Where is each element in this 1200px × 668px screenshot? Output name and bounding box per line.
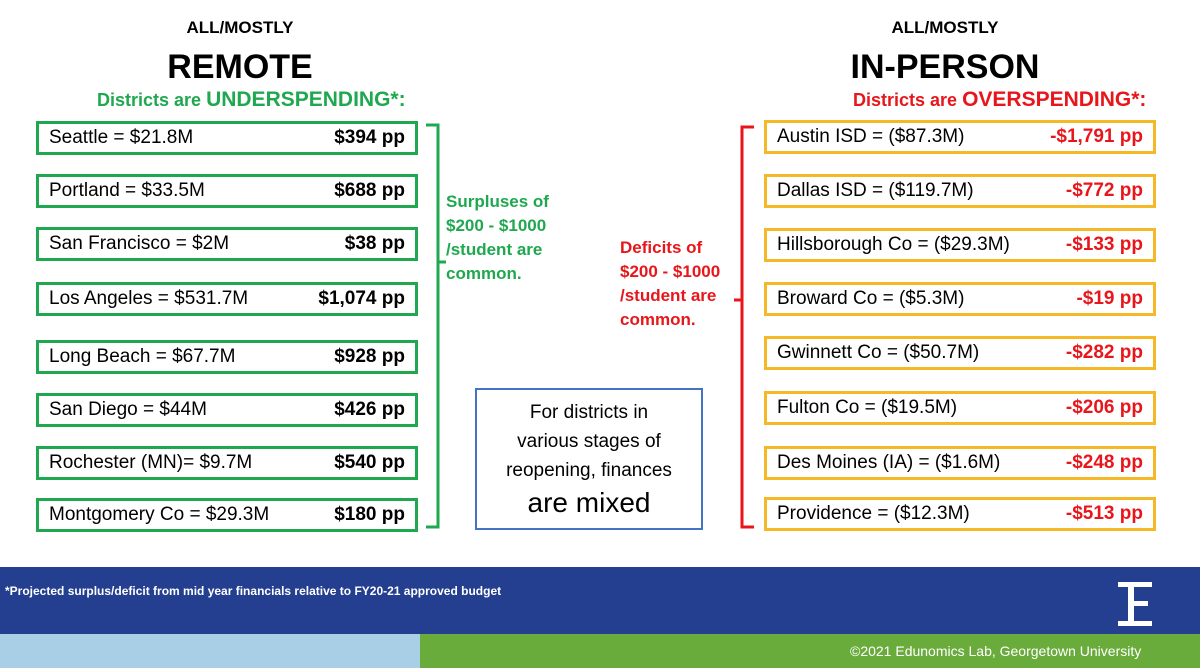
- district: Long Beach = $67.7M: [49, 346, 236, 367]
- per-pupil: -$282 pp: [1065, 342, 1143, 363]
- footer-strip: [0, 634, 420, 668]
- district-row: Long Beach = $67.7M $928 pp: [36, 340, 418, 374]
- note: Deficits of $200 - $1000/student are commo…: [620, 236, 720, 332]
- district: Montgomery Co = $29.3M: [49, 504, 270, 525]
- district-row: Montgomery Co = $29.3M $180 pp: [36, 498, 418, 532]
- per-pupil: $540 pp: [334, 452, 405, 473]
- per-pupil: -$19 pp: [1076, 288, 1143, 309]
- district-row: Des Moines (IA) = ($1.6M) -$248 pp: [764, 446, 1156, 480]
- note-line: /student are: [620, 286, 717, 305]
- per-pupil: -$248 pp: [1065, 452, 1143, 473]
- brackets: [426, 123, 754, 529]
- subtitle-emphasis: OVERSPENDING*:: [962, 88, 1147, 111]
- subtitle: Districts are UNDERSPENDING*:: [97, 88, 406, 112]
- district-row: Fulton Co = ($19.5M) -$206 pp: [764, 391, 1156, 425]
- district: Providence = ($12.3M): [777, 503, 970, 524]
- per-pupil: -$133 pp: [1065, 234, 1143, 255]
- note-line: $200 - $1000: [620, 262, 721, 281]
- district: Des Moines (IA) = ($1.6M): [777, 452, 1001, 473]
- district: Fulton Co = ($19.5M): [777, 397, 958, 418]
- note-line: Surpluses of: [446, 192, 549, 211]
- district-row: Seattle = $21.8M $394 pp: [36, 121, 418, 155]
- note-line: $200 - $1000: [446, 216, 547, 235]
- district: Portland = $33.5M: [49, 180, 205, 201]
- label: ALL/MOSTLY: [891, 18, 999, 37]
- district-row: Rochester (MN)= $9.7M $540 pp: [36, 446, 418, 480]
- per-pupil: -$772 pp: [1065, 180, 1143, 201]
- district: Gwinnett Co = ($50.7M): [777, 342, 980, 363]
- bracket: [740, 125, 754, 529]
- center-line: For districts in: [529, 402, 649, 423]
- per-pupil: -$513 pp: [1065, 503, 1143, 524]
- per-pupil: $38 pp: [344, 233, 405, 254]
- district-row: Dallas ISD = ($119.7M) -$772 pp: [764, 174, 1156, 208]
- district: San Diego = $44M: [49, 399, 207, 420]
- subtitle-emphasis: UNDERSPENDING*:: [206, 88, 406, 111]
- center-line: are mixed: [527, 487, 651, 518]
- copyright: ©2021 Edunomics Lab, Georgetown Universi…: [850, 643, 1142, 659]
- bracket: [426, 123, 440, 529]
- note-line: /student are: [446, 240, 543, 259]
- note: Surpluses of $200 - $1000/student are comm…: [446, 190, 549, 286]
- district-row: Gwinnett Co = ($50.7M) -$282 pp: [764, 336, 1156, 370]
- per-pupil: $1,074 pp: [318, 288, 405, 309]
- district: Hillsborough Co = ($29.3M): [777, 234, 1010, 255]
- heading: REMOTE: [167, 48, 313, 86]
- district: Dallas ISD = ($119.7M): [777, 180, 974, 201]
- center-line: various stages of: [517, 431, 661, 452]
- per-pupil: -$206 pp: [1065, 397, 1143, 418]
- footer-band: [0, 567, 1200, 634]
- heading: IN-PERSON: [850, 48, 1040, 86]
- per-pupil: $426 pp: [334, 399, 405, 420]
- district-row: Austin ISD = ($87.3M) -$1,791 pp: [764, 120, 1156, 154]
- note-line: Deficits of: [620, 238, 703, 257]
- district-row: Los Angeles = $531.7M $1,074 pp: [36, 282, 418, 316]
- logo: [1118, 582, 1152, 626]
- note-line: common.: [620, 310, 696, 329]
- per-pupil: -$1,791 pp: [1050, 126, 1143, 147]
- district-row: Broward Co = ($5.3M) -$19 pp: [764, 282, 1156, 316]
- district-row: Portland = $33.5M $688 pp: [36, 174, 418, 208]
- subtitle-prefix: Districts are: [853, 90, 963, 110]
- footnote: *Projected surplus/deficit from mid year…: [5, 584, 502, 598]
- center-box: For districts in various stages of reopeni…: [475, 388, 703, 530]
- district: Rochester (MN)= $9.7M: [49, 452, 253, 473]
- subtitle: Districts are OVERSPENDING*:: [853, 88, 1146, 112]
- district: Austin ISD = ($87.3M): [777, 126, 965, 147]
- note-line: common.: [446, 264, 522, 283]
- district-row: San Diego = $44M $426 pp: [36, 393, 418, 427]
- footer-strip: [420, 634, 1200, 668]
- center-line: reopening, finances: [506, 460, 672, 481]
- per-pupil: $688 pp: [334, 180, 405, 201]
- per-pupil: $394 pp: [334, 127, 405, 148]
- district-row: Providence = ($12.3M) -$513 pp: [764, 497, 1156, 531]
- district-row: Hillsborough Co = ($29.3M) -$133 pp: [764, 228, 1156, 262]
- district-row: San Francisco = $2M $38 pp: [36, 227, 418, 261]
- district: Seattle = $21.8M: [49, 127, 194, 148]
- district: San Francisco = $2M: [49, 233, 230, 254]
- per-pupil: $180 pp: [334, 504, 405, 525]
- district: Los Angeles = $531.7M: [49, 288, 249, 309]
- subtitle-prefix: Districts are: [97, 90, 207, 110]
- per-pupil: $928 pp: [334, 346, 405, 367]
- district: Broward Co = ($5.3M): [777, 288, 965, 309]
- label: ALL/MOSTLY: [186, 18, 294, 37]
